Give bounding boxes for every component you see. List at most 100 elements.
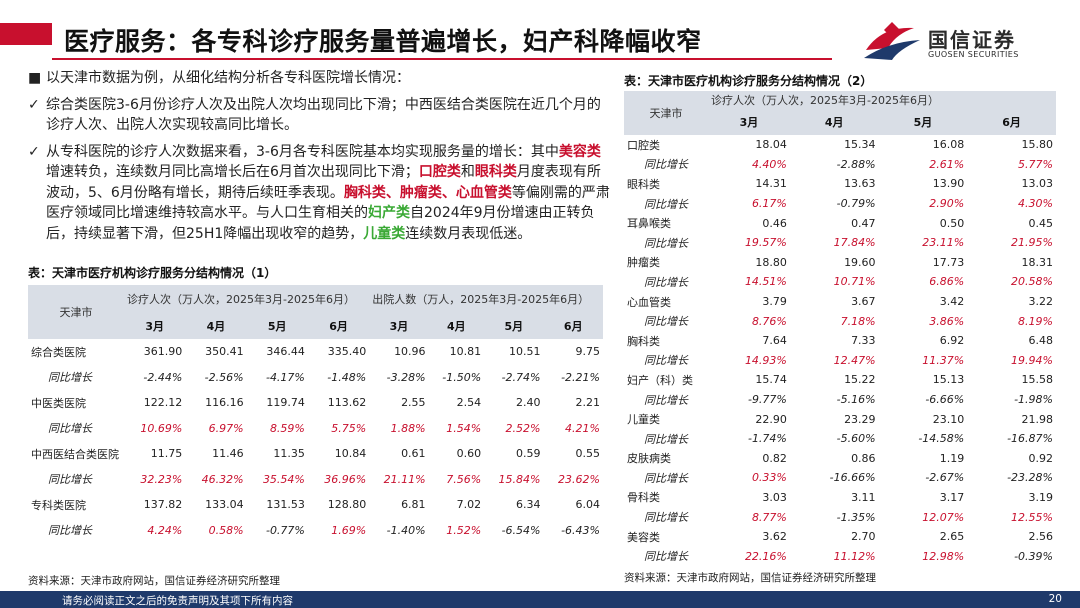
growth-label: 同比增长 <box>644 197 688 211</box>
value-cell: 0.47 <box>851 216 876 230</box>
value-cell: 131.53 <box>266 498 305 512</box>
value-cell: 9.75 <box>575 345 601 359</box>
value-cell: 10.96 <box>394 345 426 359</box>
growth-cell: -0.39% <box>1014 549 1053 563</box>
growth-label: 同比增长 <box>48 524 92 538</box>
growth-cell: 6.97% <box>208 421 244 435</box>
growth-cell: 17.84% <box>833 236 876 250</box>
value-cell: 7.64 <box>762 334 787 348</box>
growth-cell: 12.47% <box>833 353 876 367</box>
table-row: 眼科类 14.31 13.63 13.90 13.03 <box>624 174 1056 194</box>
row-label: 专科类医院 <box>31 498 86 512</box>
highlight-pediatrics: 儿童类 <box>363 225 406 242</box>
page-title: 医疗服务：各专科诊疗服务量普遍增长，妇产科降幅收窄 <box>64 27 702 56</box>
growth-cell: -1.50% <box>442 370 482 384</box>
value-cell: 21.98 <box>1021 412 1054 426</box>
growth-cell: -9.77% <box>747 393 787 407</box>
value-cell: 137.82 <box>143 498 183 512</box>
value-cell: 10.84 <box>334 447 367 461</box>
month-header: 3月 <box>369 313 429 339</box>
growth-cell: 2.90% <box>929 197 965 211</box>
month-header: 6月 <box>307 313 370 339</box>
check-bullet-icon: ✓ <box>28 143 40 160</box>
value-cell: 13.63 <box>844 177 876 191</box>
table1-caption: 表：天津市医疗机构诊疗服务分结构情况（1） <box>28 266 277 280</box>
month-header: 5月 <box>484 313 544 339</box>
growth-cell: 5.77% <box>1018 157 1053 171</box>
growth-cell: 20.58% <box>1011 275 1053 289</box>
growth-label: 同比增长 <box>644 158 688 172</box>
value-cell: 3.19 <box>1028 490 1054 504</box>
growth-cell: 14.51% <box>744 275 787 289</box>
value-cell: 19.60 <box>844 255 876 269</box>
row-label: 肿瘤类 <box>627 256 660 270</box>
growth-row: 同比增长 19.57% 17.84% 23.11% 21.95% <box>624 233 1056 253</box>
highlight-dental: 口腔类 <box>418 164 461 180</box>
growth-label: 同比增长 <box>644 236 688 250</box>
table-row: 皮肤病类 0.82 0.86 1.19 0.92 <box>624 449 1056 469</box>
growth-cell: 12.98% <box>922 549 965 563</box>
growth-cell: 4.30% <box>1018 197 1053 211</box>
value-cell: 6.34 <box>516 498 541 512</box>
growth-label: 同比增长 <box>48 422 92 436</box>
value-cell: 2.55 <box>401 396 426 410</box>
value-cell: 10.81 <box>449 345 482 359</box>
bullet-text: 自2024年9月份增速由正转负后，持续显著下滑，但25H1降幅出现收窄的趋势， <box>46 205 595 242</box>
table1-group-discharges: 出院人数（万人，2025年3月-2025年6月） <box>369 285 603 313</box>
value-cell: 0.92 <box>1028 451 1054 465</box>
value-cell: 0.45 <box>1028 216 1054 230</box>
value-cell: 0.82 <box>762 451 787 465</box>
value-cell: 113.62 <box>327 396 367 410</box>
table-row: 中西医结合类医院 11.75 11.46 11.35 10.84 0.61 0.60 0.59… <box>28 441 603 467</box>
growth-cell: 4.24% <box>147 523 183 537</box>
page-number: 20 <box>1048 593 1062 605</box>
growth-cell: 11.37% <box>922 353 965 367</box>
value-cell: 22.90 <box>755 412 787 426</box>
value-cell: 346.44 <box>266 345 305 359</box>
value-cell: 6.92 <box>939 334 965 348</box>
row-label: 美容类 <box>627 530 660 544</box>
table1-group-visits: 诊疗人次（万人次，2025年3月-2025年6月） <box>124 285 370 313</box>
footer-disclaimer: 请务必阅读正文之后的免责声明及其项下所有内容 <box>62 595 293 607</box>
bullet-text: 以天津市数据为例，从细化结构分析各专科医院增长情况： <box>46 70 410 86</box>
growth-label: 同比增长 <box>48 473 92 487</box>
value-cell: 3.62 <box>762 530 787 544</box>
growth-cell: -6.43% <box>561 523 600 537</box>
growth-cell: 19.57% <box>744 236 787 250</box>
value-cell: 3.17 <box>939 490 965 504</box>
table-row: 口腔类 18.04 15.34 16.08 15.80 <box>624 135 1056 155</box>
square-bullet-icon: ■ <box>28 70 42 86</box>
bullet-text: 增速转负，连续数月同比高增长后在6月首次出现同比下滑； <box>46 164 419 180</box>
growth-label: 同比增长 <box>644 432 688 446</box>
row-label: 眼科类 <box>627 177 660 191</box>
logo-text-en: GUOSEN SECURITIES <box>928 50 1019 59</box>
value-cell: 0.61 <box>401 447 426 461</box>
growth-cell: 46.32% <box>201 472 244 486</box>
check-bullet-icon: ✓ <box>28 96 40 113</box>
growth-cell: -1.35% <box>836 510 876 524</box>
row-label: 心血管类 <box>627 295 671 309</box>
value-cell: 15.13 <box>932 373 965 387</box>
growth-cell: -0.77% <box>265 523 305 537</box>
growth-cell: -2.44% <box>143 370 183 384</box>
growth-cell: 2.52% <box>505 421 541 435</box>
guosen-logo: 国信证券 GUOSEN SECURITIES <box>858 16 1028 64</box>
value-cell: 361.90 <box>143 345 183 359</box>
row-label: 耳鼻喉类 <box>627 217 671 231</box>
growth-row: 同比增长 -1.74% -5.60% -14.58% -16.87% <box>624 429 1056 449</box>
value-cell: 2.70 <box>851 530 876 544</box>
growth-cell: -2.21% <box>561 370 600 384</box>
growth-cell: 8.77% <box>751 510 787 524</box>
growth-cell: 3.86% <box>929 314 965 328</box>
bullet-item-general: ✓ 综合类医院3-6月份诊疗人次及出院人次均出现同比下滑；中西医结合类医院在近几… <box>28 95 610 136</box>
growth-cell: 8.19% <box>1018 314 1053 328</box>
growth-row: 同比增长 10.69% 6.97% 8.59% 5.75% 1.88% 1.54% 2.52%… <box>28 416 603 442</box>
growth-cell: 19.94% <box>1011 353 1053 367</box>
value-cell: 15.80 <box>1021 138 1054 152</box>
growth-label: 同比增长 <box>48 371 92 385</box>
value-cell: 2.56 <box>1028 530 1054 544</box>
logo-text-cn: 国信证券 <box>928 28 1016 52</box>
growth-cell: 8.76% <box>751 314 787 328</box>
value-cell: 0.86 <box>851 451 876 465</box>
growth-cell: 1.52% <box>446 523 482 537</box>
